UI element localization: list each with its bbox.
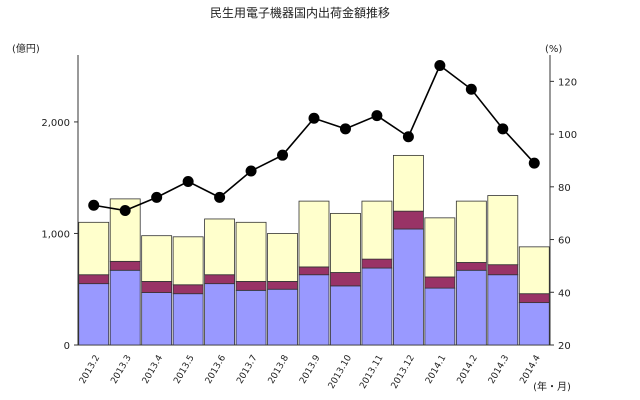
bar-segment-1 xyxy=(298,274,330,346)
bar-segment-3 xyxy=(424,217,456,278)
x-axis-tick-label: 2014.1 xyxy=(424,354,448,386)
left-axis-tick-label: 1,000 xyxy=(41,229,70,240)
bar-segment-2 xyxy=(235,281,267,291)
right-axis-tick-label: 80 xyxy=(558,183,571,194)
line-point xyxy=(402,131,414,143)
bar-segment-3 xyxy=(298,200,330,268)
bar-segment-2 xyxy=(267,281,298,290)
x-axis-tick-label: 2013.12 xyxy=(390,354,417,391)
plot-area: 0 1,000 2,000 20 40 60 80 100 120 2013.2 2013.3 201… xyxy=(41,55,577,391)
line-point xyxy=(528,157,540,169)
bar-segment-2 xyxy=(392,210,424,230)
bar-segment-1 xyxy=(424,287,456,346)
bar-segment-2 xyxy=(141,281,173,293)
bar-segment-2 xyxy=(172,284,204,295)
line-point xyxy=(497,123,509,135)
x-axis-tick-label: 2013.4 xyxy=(141,353,166,386)
bar-segment-3 xyxy=(78,221,110,276)
bar-segment-1 xyxy=(518,302,550,346)
x-axis-tick-label: 2013.3 xyxy=(109,354,133,386)
x-axis-tick-label: 2013.9 xyxy=(298,353,323,386)
bar-segment-1 xyxy=(78,283,110,346)
bar-segment-2 xyxy=(330,272,361,287)
x-axis-tick-label: 2014.2 xyxy=(456,354,480,386)
bar-segment-2 xyxy=(78,274,110,285)
line-point xyxy=(339,123,351,135)
bar-segment-3 xyxy=(172,236,204,286)
bar-segment-1 xyxy=(361,267,393,346)
x-axis-tick-label: 2013.6 xyxy=(204,353,229,386)
left-axis-unit: (億円) xyxy=(12,42,40,55)
bar-segment-2 xyxy=(455,262,487,271)
bar-segment-1 xyxy=(392,228,424,346)
bar-segment-1 xyxy=(487,274,519,346)
left-axis-tick-label: 0 xyxy=(64,341,70,352)
right-axis-tick-label: 60 xyxy=(558,236,571,247)
line-point xyxy=(277,149,289,161)
bar-segment-3 xyxy=(204,218,236,276)
bar-segment-2 xyxy=(361,258,393,269)
bar-segment-3 xyxy=(518,246,550,295)
line-point xyxy=(308,112,320,124)
line-point xyxy=(151,191,163,203)
line-point xyxy=(245,165,257,177)
x-axis-tick-label: 2014.4 xyxy=(518,353,543,386)
bar-segment-1 xyxy=(141,292,173,346)
bar-segment-3 xyxy=(392,154,424,212)
line-point xyxy=(465,83,477,95)
x-axis-tick-label: 2013.8 xyxy=(267,353,292,386)
bar-segment-3 xyxy=(361,200,393,260)
bar-segment-2 xyxy=(518,293,550,304)
right-axis-tick-label: 40 xyxy=(558,288,571,299)
bar-segment-2 xyxy=(487,264,519,276)
line-point xyxy=(434,60,446,72)
bar-segment-2 xyxy=(298,266,330,276)
bar-segment-1 xyxy=(204,283,236,346)
bar-segment-1 xyxy=(235,289,267,346)
x-axis-tick-label: 2013.7 xyxy=(235,354,259,386)
bar-segment-2 xyxy=(109,260,141,271)
right-axis-tick-label: 20 xyxy=(558,341,571,352)
right-axis-tick-label: 100 xyxy=(558,130,577,141)
bar-segment-3 xyxy=(330,212,361,273)
bar-segment-3 xyxy=(455,200,487,263)
line-point xyxy=(119,205,131,217)
left-axis-tick-label: 2,000 xyxy=(41,118,70,129)
bar-segment-2 xyxy=(204,274,236,285)
line-point xyxy=(182,176,194,188)
x-axis-tick-label: 2014.3 xyxy=(487,354,511,386)
bar-segment-3 xyxy=(141,235,173,282)
x-axis-tick-label: 2013.11 xyxy=(358,354,385,391)
x-axis-unit: (年・月) xyxy=(533,380,571,393)
bar-segment-3 xyxy=(235,221,267,282)
line-point xyxy=(88,199,100,211)
chart-title: 民生用電子機器国内出荷金額推移 xyxy=(210,5,390,20)
bar-segment-1 xyxy=(455,269,487,346)
bar-segment-2 xyxy=(424,276,456,289)
bar-segment-1 xyxy=(172,293,204,346)
bar-segment-1 xyxy=(330,285,361,346)
bar-segment-3 xyxy=(487,195,519,266)
line-point xyxy=(371,110,383,122)
x-axis-tick-label: 2013.10 xyxy=(327,353,354,390)
x-axis-tick-label: 2013.5 xyxy=(172,354,196,386)
bar-segment-1 xyxy=(109,269,141,346)
x-axis-tick-label: 2013.2 xyxy=(78,354,102,386)
right-axis-unit: (%) xyxy=(545,44,562,55)
bar-segment-1 xyxy=(267,288,298,346)
line-point xyxy=(214,191,226,203)
right-axis-tick-label: 120 xyxy=(558,77,577,88)
bar-segment-3 xyxy=(267,233,298,282)
